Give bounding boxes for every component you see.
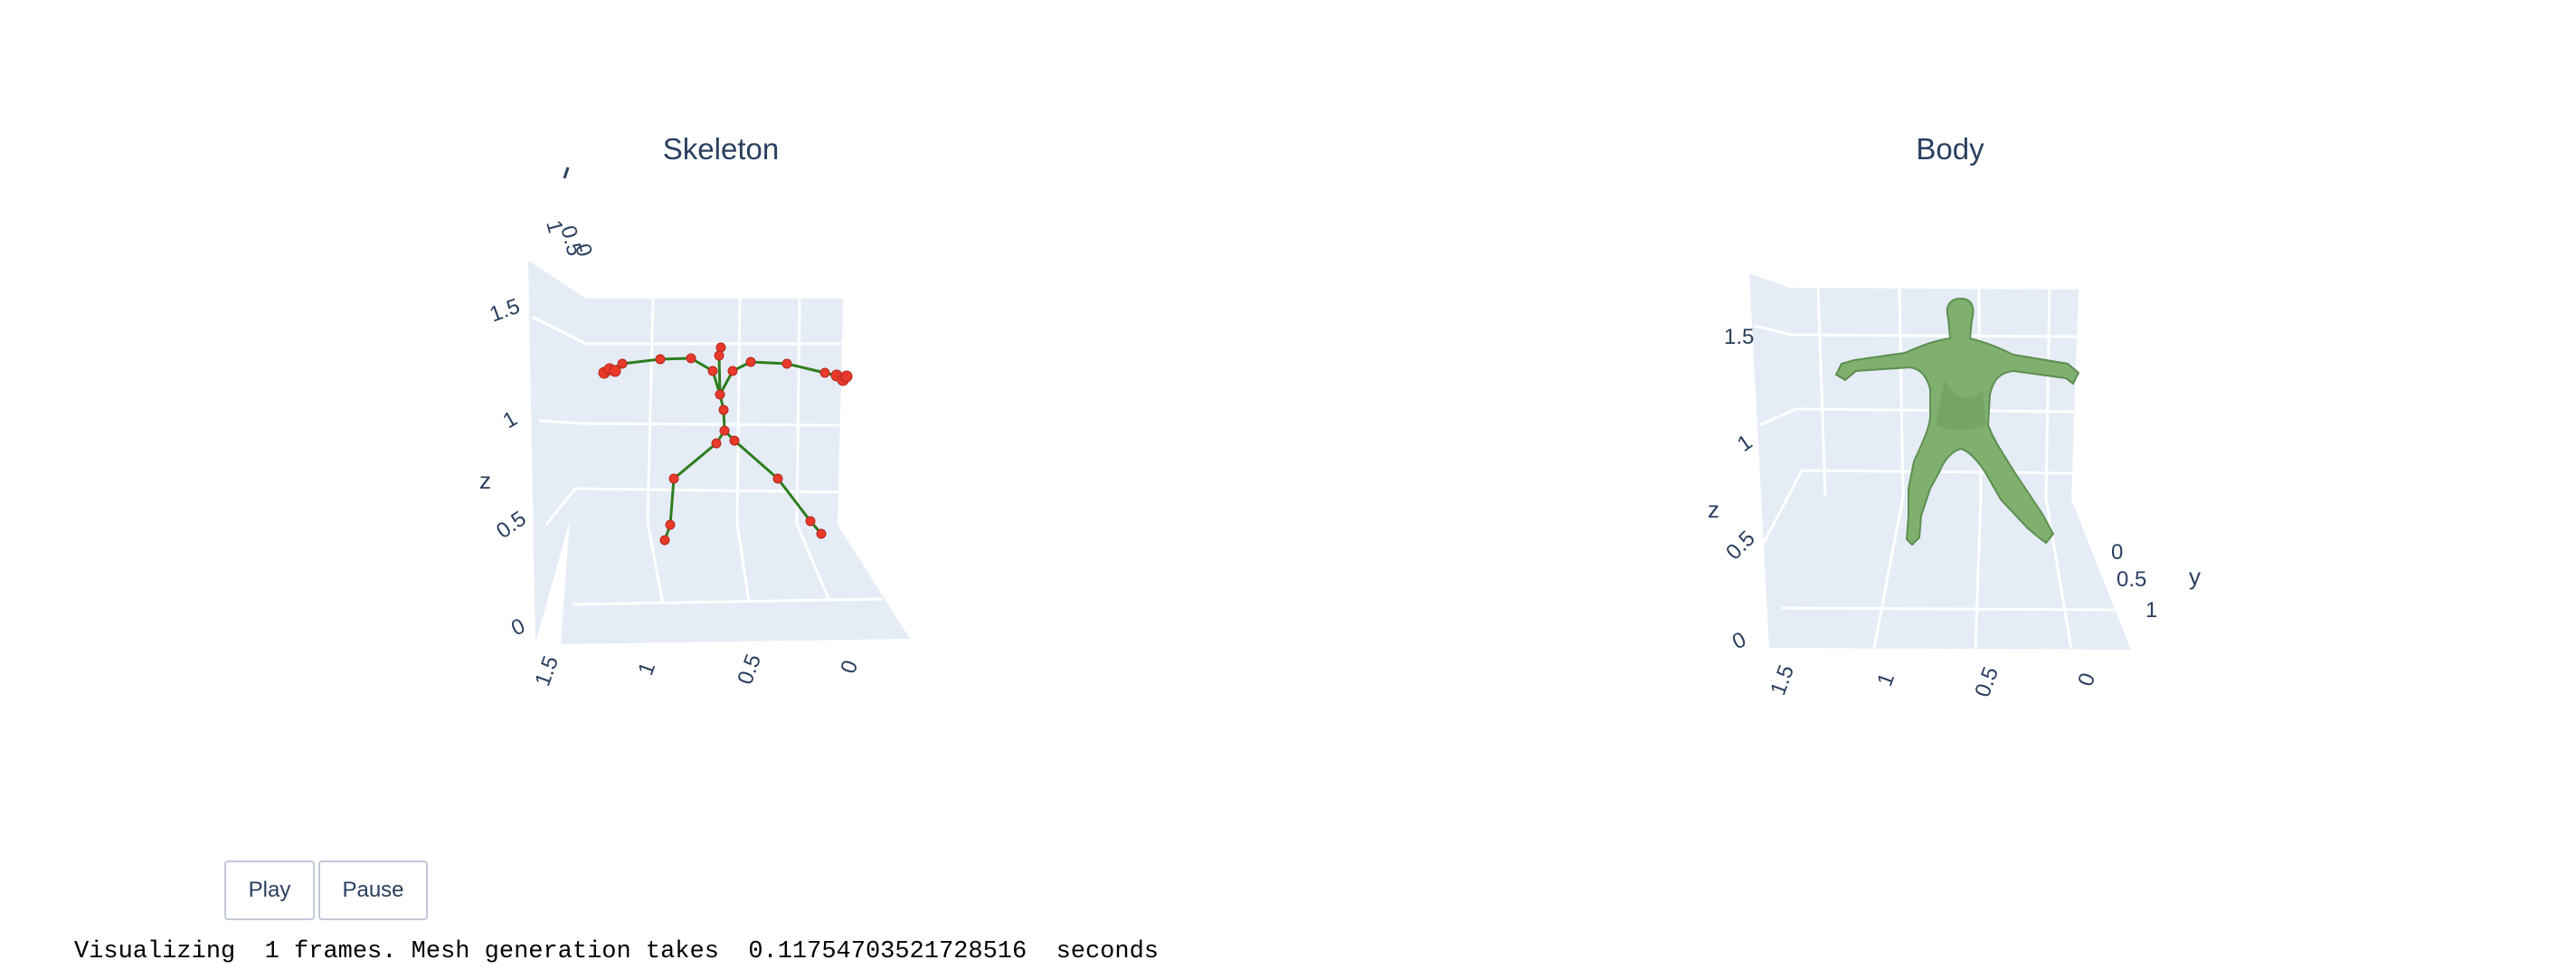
- skeleton-z-tick: 0.5: [492, 507, 531, 544]
- skeleton-joints: [598, 342, 853, 546]
- skeleton-back-wall: [570, 299, 843, 525]
- body-y-tick: 0.5: [2117, 567, 2146, 592]
- body-mesh: [1834, 297, 2080, 547]
- skeleton-z-ticks: 0 0.5 1 1.5: [487, 294, 531, 642]
- body-title: Body: [1916, 132, 1984, 166]
- body-z-tick: 1.5: [1724, 325, 1754, 349]
- pause-button[interactable]: Pause: [318, 860, 428, 920]
- body-x-ticks: 1.5 1 0.5 0: [1766, 661, 2100, 700]
- skeleton-z-axis-title: z: [479, 467, 491, 494]
- skeleton-x-tick: 0: [836, 657, 863, 677]
- body-y-tick: 0: [2111, 540, 2123, 565]
- skeleton-z-tick: 1: [499, 406, 522, 433]
- body-x-tick: 1: [1872, 670, 1899, 689]
- body-y-ticks: 0 0.5 1: [2111, 540, 2157, 623]
- skeleton-scene[interactable]: 0 0.5 1 1.5 z 1.5 1 0.5 0 1 0.5 0: [479, 166, 910, 689]
- body-x-tick: 1.5: [1766, 661, 1799, 699]
- body-floor: [1769, 496, 2131, 650]
- skeleton-x-tick: 1.5: [530, 652, 564, 689]
- skeleton-z-tick: 0: [507, 613, 529, 641]
- play-button[interactable]: Play: [224, 860, 315, 920]
- body-x-tick: 0.5: [1970, 663, 2003, 700]
- skeleton-floor: [561, 520, 910, 644]
- skeleton-x-tick: 1: [633, 659, 660, 679]
- skeleton-axis-tick-mark: [563, 166, 570, 179]
- body-z-ticks: 0 0.5 1 1.5: [1721, 325, 1760, 654]
- body-z-tick: 0.5: [1721, 527, 1760, 566]
- body-y-axis-title: y: [2189, 563, 2201, 590]
- body-x-tick: 0: [2073, 670, 2100, 689]
- body-z-axis-title: z: [1708, 496, 1719, 523]
- animation-controls: Play Pause: [224, 860, 428, 920]
- body-z-tick: 1: [1733, 430, 1757, 457]
- skeleton-x-tick: 0.5: [733, 651, 766, 688]
- skeleton-title: Skeleton: [662, 132, 780, 166]
- body-grid: [1754, 287, 2119, 650]
- body-side-wall: [1749, 273, 1805, 648]
- skeleton-x-ticks: 1.5 1 0.5 0: [530, 651, 863, 689]
- skeleton-top-ticks: 1 0.5 0: [541, 218, 597, 260]
- skeleton-z-tick: 1.5: [487, 294, 524, 328]
- skeleton-grid: [531, 298, 884, 606]
- status-message: Visualizing 1 frames. Mesh generation ta…: [74, 938, 1159, 965]
- body-scene[interactable]: 0 0.5 1 1.5 z 1.5 1 0.5 0 0 0.5 1 y: [1708, 273, 2201, 700]
- body-y-tick: 1: [2145, 598, 2157, 623]
- skeleton-side-wall: [528, 261, 586, 642]
- body-z-tick: 0: [1728, 627, 1750, 654]
